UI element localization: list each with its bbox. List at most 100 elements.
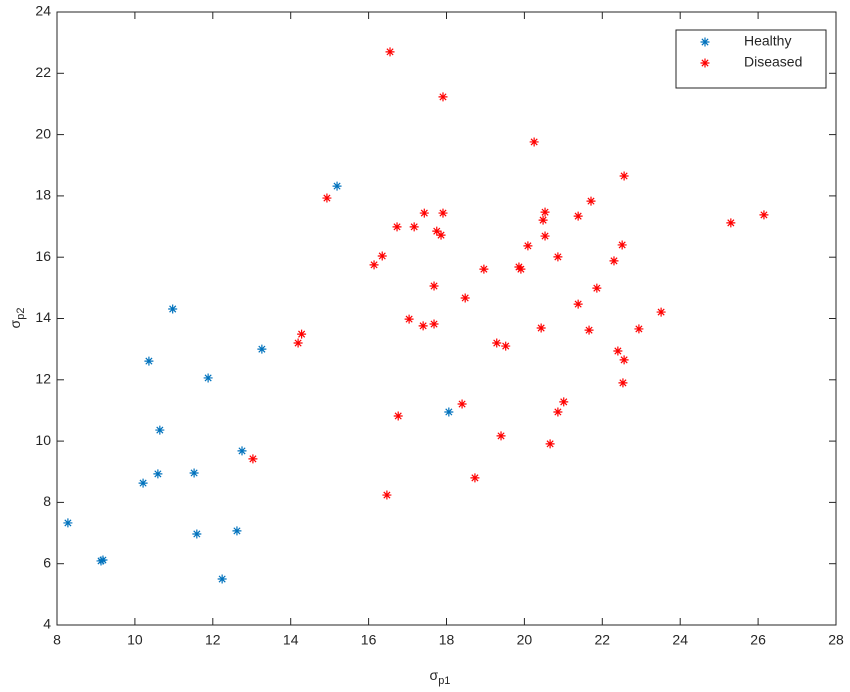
x-label-symbol: σ [430, 667, 439, 683]
point [144, 356, 154, 366]
legend-label: Healthy [744, 33, 791, 49]
x-tick-label: 28 [828, 632, 844, 648]
point [536, 323, 546, 333]
point [726, 218, 736, 228]
point [369, 260, 379, 270]
point [393, 411, 403, 421]
x-axis-label: σp1 [430, 667, 451, 687]
legend-box [675, 29, 827, 89]
point [382, 490, 392, 500]
point [203, 373, 213, 383]
point [759, 210, 769, 220]
x-tick-label: 14 [283, 632, 299, 648]
point [553, 407, 563, 417]
x-tick-label: 20 [517, 632, 533, 648]
y-tick-label: 8 [43, 493, 51, 509]
point [138, 478, 148, 488]
y-tick-label: 4 [43, 616, 51, 632]
y-tick-label: 12 [35, 371, 51, 387]
point [377, 251, 387, 261]
y-label-subscript: p2 [15, 308, 27, 320]
point [538, 215, 548, 225]
y-tick-label: 10 [35, 432, 51, 448]
point [293, 338, 303, 348]
x-tick-label: 24 [672, 632, 688, 648]
point [257, 344, 267, 354]
point [232, 526, 242, 536]
point [436, 230, 446, 240]
point [332, 181, 342, 191]
y-tick-label: 16 [35, 248, 51, 264]
point [656, 307, 666, 317]
point [523, 241, 533, 251]
x-tick-label: 10 [127, 632, 143, 648]
point [586, 196, 596, 206]
point [460, 293, 470, 303]
point [322, 193, 332, 203]
point [617, 240, 627, 250]
point [479, 264, 489, 274]
point [404, 314, 414, 324]
point [492, 338, 502, 348]
point [470, 473, 480, 483]
point [573, 299, 583, 309]
point [63, 518, 73, 528]
point [432, 226, 442, 236]
point [634, 324, 644, 334]
point [619, 171, 629, 181]
point [584, 325, 594, 335]
point [385, 47, 395, 57]
x-label-subscript: p1 [438, 675, 450, 687]
point [96, 556, 106, 566]
point [457, 399, 467, 409]
x-tick-label: 12 [205, 632, 221, 648]
x-tick-label: 18 [439, 632, 455, 648]
point [217, 574, 227, 584]
plot-area [56, 11, 837, 626]
legend-marker [700, 37, 710, 47]
point [168, 304, 178, 314]
y-tick-label: 24 [35, 3, 51, 19]
point [98, 555, 108, 565]
point [438, 208, 448, 218]
point [409, 222, 419, 232]
point [613, 346, 623, 356]
point [429, 281, 439, 291]
x-tick-label: 22 [595, 632, 611, 648]
y-tick-label: 22 [35, 64, 51, 80]
legend-label: Diseased [744, 54, 802, 70]
point [619, 355, 629, 365]
point [496, 431, 506, 441]
point [573, 211, 583, 221]
point [153, 469, 163, 479]
point [553, 252, 563, 262]
point [609, 256, 619, 266]
point [155, 425, 165, 435]
x-tick-label: 26 [750, 632, 766, 648]
point [501, 341, 511, 351]
point [392, 222, 402, 232]
point [540, 207, 550, 217]
y-axis-label: σp2 [7, 308, 27, 329]
y-tick-label: 6 [43, 554, 51, 570]
point [444, 407, 454, 417]
y-tick-label: 18 [35, 187, 51, 203]
point [189, 468, 199, 478]
point [618, 378, 628, 388]
point [540, 231, 550, 241]
point [237, 446, 247, 456]
legend-marker [700, 58, 710, 68]
y-tick-label: 14 [35, 309, 51, 325]
y-tick-label: 20 [35, 125, 51, 141]
point [297, 329, 307, 339]
point [429, 319, 439, 329]
x-tick-label: 16 [361, 632, 377, 648]
point [248, 454, 258, 464]
point [592, 283, 602, 293]
point [529, 137, 539, 147]
point [545, 439, 555, 449]
point [418, 321, 428, 331]
point [192, 529, 202, 539]
point [438, 92, 448, 102]
